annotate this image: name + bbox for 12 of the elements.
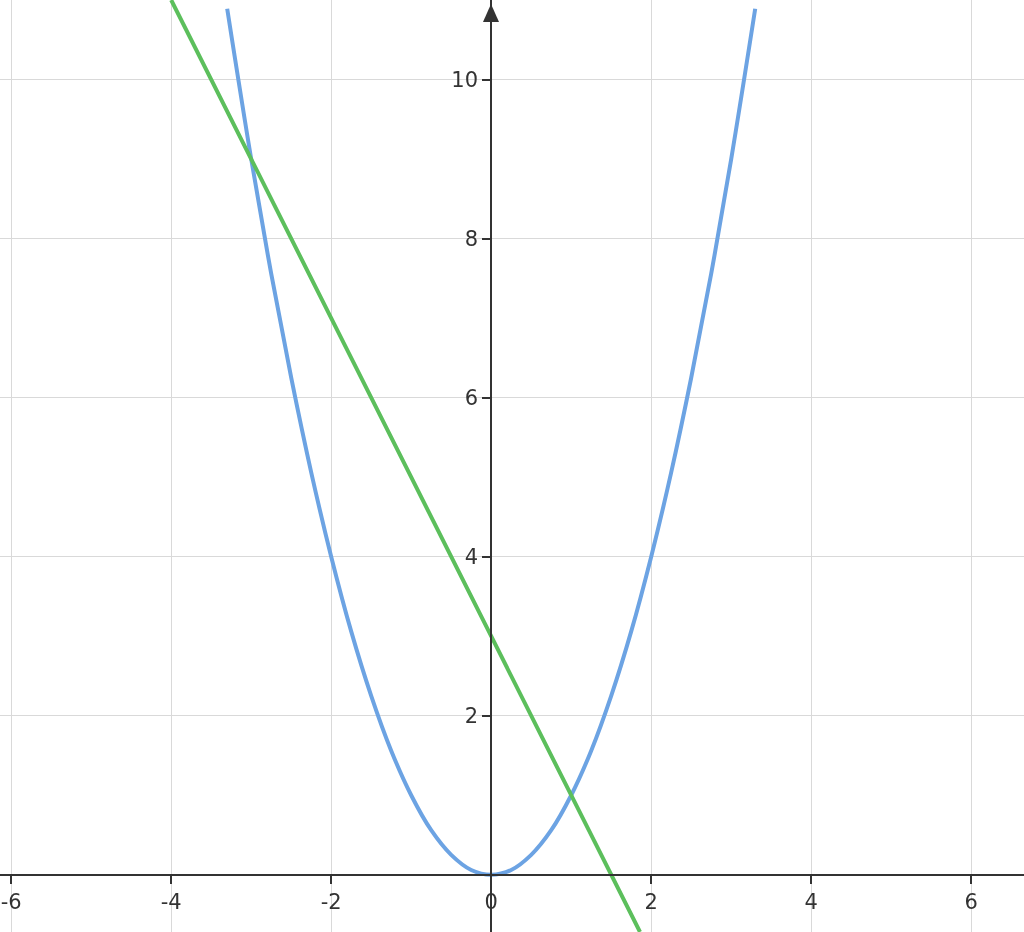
y-tick-label: 6 <box>464 385 478 410</box>
x-tick-label: -4 <box>160 889 182 914</box>
line-series <box>225 6 758 877</box>
x-tick-label: -6 <box>0 889 22 914</box>
x-tick-label: -2 <box>320 889 342 914</box>
y-tick-label: 4 <box>464 545 478 570</box>
y-tick-label: 2 <box>464 704 478 729</box>
x-tick-label: 4 <box>804 889 818 914</box>
x-tick-label: 2 <box>644 889 658 914</box>
x-tick-label: 6 <box>964 889 978 914</box>
y-tick-label: 10 <box>451 67 478 92</box>
y-tick-label: 8 <box>464 226 478 251</box>
